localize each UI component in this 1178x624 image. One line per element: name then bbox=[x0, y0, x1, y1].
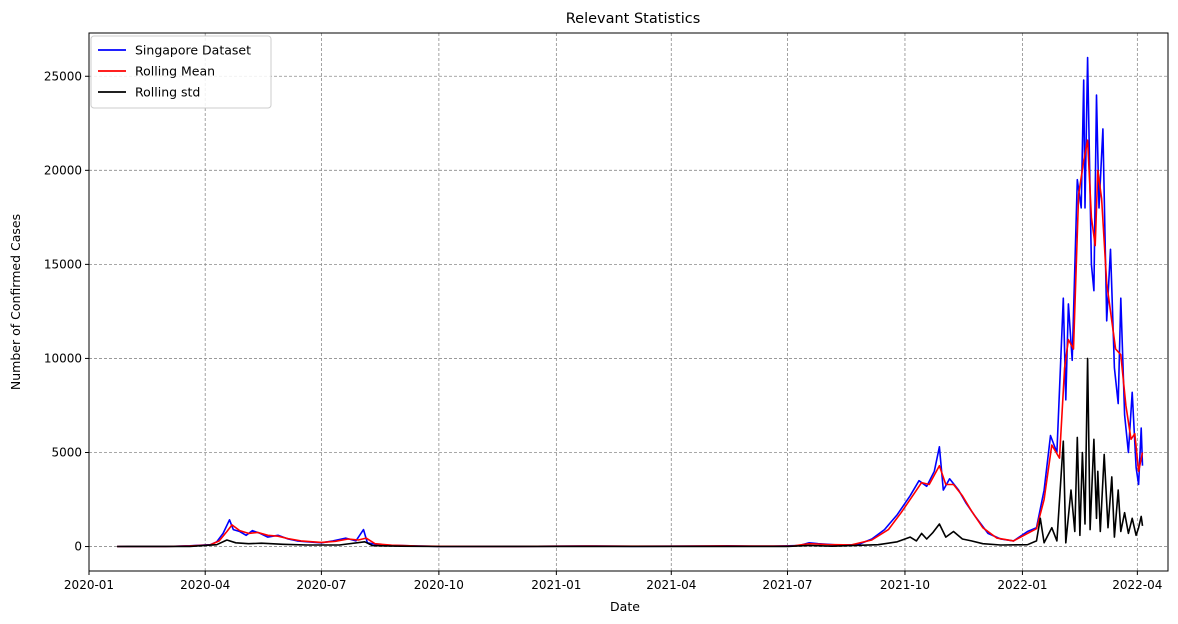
series-line-rolling-mean bbox=[117, 139, 1144, 548]
y-tick-label: 10000 bbox=[44, 351, 82, 365]
chart-title: Relevant Statistics bbox=[566, 11, 701, 27]
legend-label-rolling-std: Rolling std bbox=[135, 85, 200, 100]
x-tick-label: 2021-04 bbox=[646, 578, 696, 592]
legend-box bbox=[90, 35, 272, 109]
series-line-rolling-std bbox=[117, 357, 1144, 548]
legend-label-rolling-mean: Rolling Mean bbox=[135, 64, 215, 79]
x-tick-label: 2022-01 bbox=[997, 578, 1047, 592]
y-tick-label: 25000 bbox=[44, 69, 82, 83]
y-tick-label: 20000 bbox=[44, 163, 82, 177]
plot-lines bbox=[117, 56, 1144, 548]
x-tick-label: 2020-07 bbox=[296, 578, 346, 592]
legend-label-singapore-dataset: Singapore Dataset bbox=[135, 43, 251, 58]
x-axis: 2020-01 2020-04 2020-07 2020-10 2021-01 2021-… bbox=[64, 571, 1162, 592]
plot-frame bbox=[88, 32, 1169, 572]
x-tick-label: 2021-01 bbox=[531, 578, 581, 592]
x-tick-label: 2021-07 bbox=[762, 578, 812, 592]
x-tick-label: 2021-10 bbox=[880, 578, 930, 592]
y-axis-title: Number of Confirmed Cases bbox=[8, 214, 23, 390]
legend: Singapore Dataset Rolling Mean Rolling std bbox=[90, 35, 272, 109]
x-axis-title: Date bbox=[610, 599, 640, 614]
x-tick-label: 2020-01 bbox=[64, 578, 114, 592]
y-axis: 0 5000 10000 15000 20000 25000 bbox=[44, 69, 89, 554]
y-tick-label: 0 bbox=[74, 540, 82, 554]
y-tick-label: 5000 bbox=[51, 445, 82, 459]
x-tick-label: 2020-10 bbox=[414, 578, 464, 592]
x-tick-label: 2020-04 bbox=[180, 578, 230, 592]
x-tick-label: 2022-04 bbox=[1112, 578, 1162, 592]
y-tick-label: 15000 bbox=[44, 257, 82, 271]
